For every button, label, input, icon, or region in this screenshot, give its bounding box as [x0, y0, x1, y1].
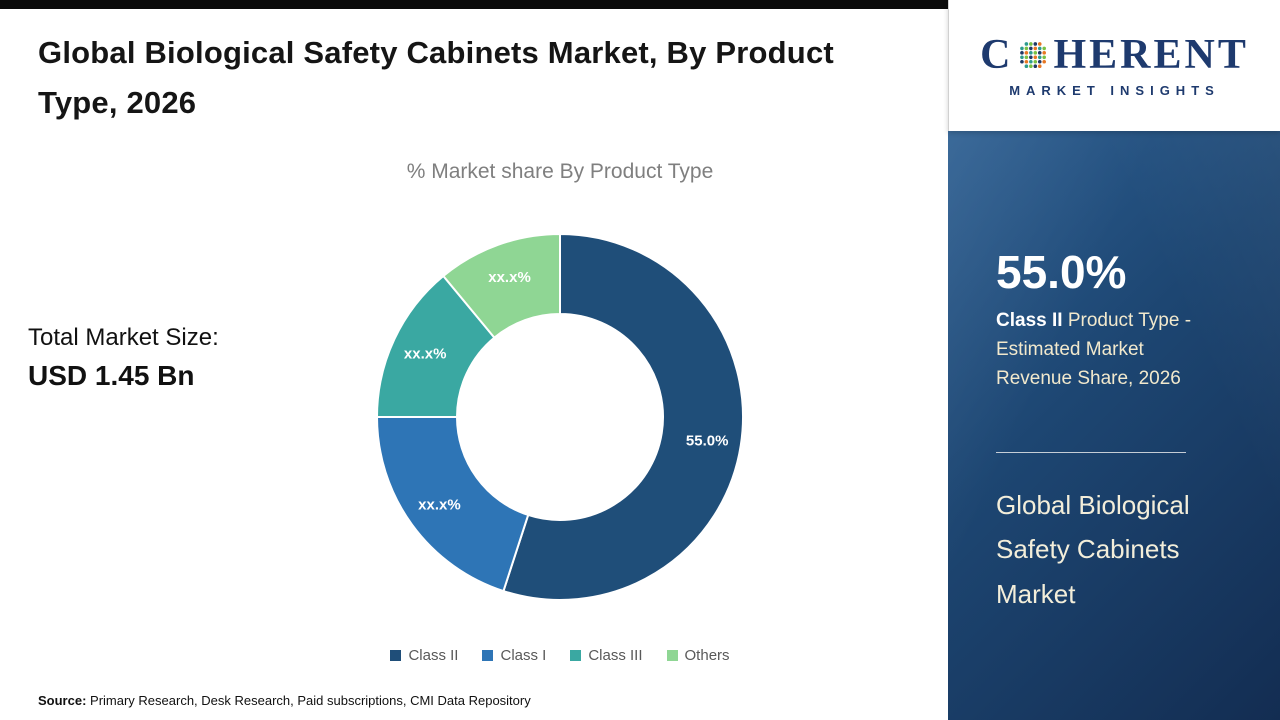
stat-segment-name: Class II	[996, 310, 1063, 331]
chart-subtitle: % Market share By Product Type	[406, 160, 714, 183]
donut-segment-class-i	[375, 416, 530, 593]
globe-dot	[1042, 59, 1047, 64]
stat-description-text: Product Type - Estimated Market Revenue …	[996, 310, 1192, 389]
slice-label-class-iii: xx.x%	[404, 346, 447, 363]
globe-dot	[1038, 59, 1043, 64]
total-market-size-value: USD 1.45 Bn	[28, 360, 195, 391]
chart-legend: Class II Class I Class III Others	[180, 647, 940, 664]
globe-dot	[1033, 63, 1038, 68]
globe-dot	[1020, 59, 1025, 64]
globe-dot	[1029, 41, 1034, 46]
brand-globe-icon	[1020, 41, 1047, 68]
legend-item-class-iii: Class III	[570, 647, 643, 664]
legend-swatch-icon	[390, 650, 402, 661]
globe-dot	[1042, 46, 1047, 50]
globe-dot	[1038, 46, 1043, 50]
globe-dot	[1038, 55, 1043, 59]
globe-dot	[1020, 46, 1025, 50]
total-market-size-label: Total Market Size:	[28, 324, 219, 351]
panel-divider	[996, 451, 1186, 453]
slice-label-class-ii: 55.0%	[686, 432, 729, 449]
globe-dot	[1038, 50, 1043, 55]
source-line: Source: Primary Research, Desk Research,…	[38, 693, 531, 708]
globe-dot	[1042, 50, 1047, 55]
globe-dot	[1029, 50, 1034, 55]
slice-label-others: xx.x%	[488, 269, 531, 286]
globe-dot	[1033, 41, 1038, 46]
brand-logo-letter-c: C	[980, 31, 1014, 78]
donut-chart: 55.0% xx.x% xx.x% xx.x%	[375, 232, 744, 601]
panel-report-title: Global Biological Safety Cabinets Market	[996, 489, 1190, 610]
donut-chart-container: 55.0% xx.x% xx.x% xx.x%	[340, 197, 780, 637]
globe-dot	[1025, 59, 1029, 64]
legend-item-others: Others	[666, 647, 730, 664]
globe-dot	[1029, 46, 1034, 50]
brand-logo: C HERENT	[980, 34, 1249, 76]
globe-dot	[1038, 41, 1043, 46]
globe-dot	[1020, 50, 1025, 55]
brand-logo-box: C HERENT MARKET INSIGHTS	[948, 0, 1280, 131]
legend-label: Class III	[588, 647, 643, 664]
globe-dot	[1033, 59, 1038, 64]
globe-dot	[1029, 59, 1034, 64]
legend-swatch-icon	[570, 650, 582, 661]
brand-logo-rest: HERENT	[1053, 31, 1249, 78]
globe-dot	[1033, 50, 1038, 55]
legend-swatch-icon	[666, 650, 678, 661]
globe-dot	[1042, 55, 1047, 59]
globe-dot	[1025, 55, 1029, 59]
side-panel-content: 55.0% Class II Product Type - Estimated …	[948, 131, 1280, 617]
legend-item-class-i: Class I	[482, 647, 546, 664]
side-panel: 55.0% Class II Product Type - Estimated …	[948, 131, 1280, 720]
globe-dot	[1038, 63, 1043, 68]
donut-segment-class-ii	[502, 232, 744, 601]
globe-dot	[1029, 63, 1034, 68]
slice-label-class-i: xx.x%	[418, 497, 461, 514]
globe-dot	[1033, 55, 1038, 59]
source-text: Primary Research, Desk Research, Paid su…	[86, 693, 531, 708]
top-black-strip	[0, 0, 948, 9]
source-label: Source:	[38, 693, 87, 708]
globe-dot	[1020, 55, 1025, 59]
legend-label: Others	[684, 647, 730, 664]
globe-dot	[1033, 46, 1038, 50]
globe-dot	[1025, 41, 1029, 46]
headline-stat-description: Class II Product Type - Estimated Market…	[996, 307, 1224, 394]
globe-dot	[1025, 46, 1029, 50]
headline-stat-value: 55.0%	[996, 246, 1127, 298]
brand-tagline: MARKET INSIGHTS	[1009, 82, 1220, 98]
total-market-size-block: Total Market Size: USD 1.45 Bn	[28, 324, 219, 392]
donut-segment-others	[441, 232, 561, 340]
globe-dot	[1029, 55, 1034, 59]
globe-dot	[1025, 63, 1029, 68]
legend-label: Class I	[500, 647, 547, 664]
legend-swatch-icon	[482, 650, 494, 661]
globe-dot	[1025, 50, 1029, 55]
page-title: Global Biological Safety Cabinets Market…	[38, 35, 834, 121]
legend-label: Class II	[408, 647, 459, 664]
legend-item-class-ii: Class II	[390, 647, 458, 664]
